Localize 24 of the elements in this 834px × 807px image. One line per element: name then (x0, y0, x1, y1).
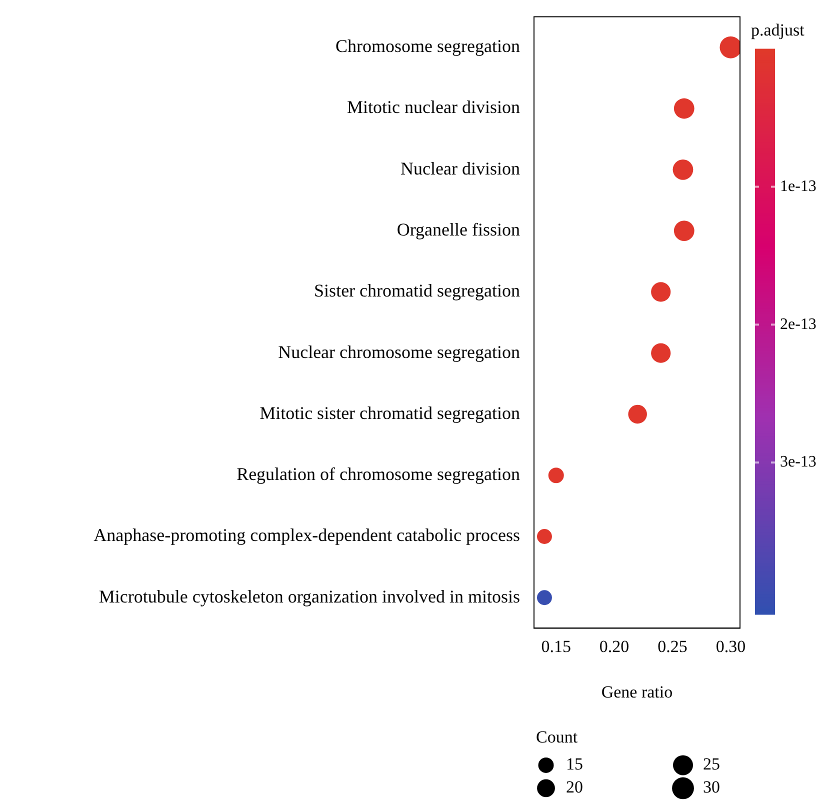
y-tick-label: Mitotic sister chromatid segregation (260, 402, 520, 423)
y-tick-label: Organelle fission (396, 220, 520, 240)
color-bar-title: p.adjust (751, 20, 805, 40)
x-axis-title: Gene ratio (601, 682, 673, 702)
y-tick-label: Regulation of chromosome segregation (236, 464, 520, 484)
y-tick-label: Nuclear division (400, 158, 520, 178)
y-tick-label: Chromosome segregation (336, 36, 520, 56)
y-tick-label: Nuclear chromosome segregation (278, 342, 520, 362)
legend-label: 15 (566, 754, 583, 774)
x-tick-label: 0.25 (658, 636, 688, 656)
x-tick-label: 0.15 (541, 636, 571, 656)
legend-label: 30 (703, 778, 720, 797)
color-bar-label: 2e-13 (780, 316, 816, 333)
legend-title: Count (536, 728, 578, 747)
x-tick-label: 0.30 (716, 636, 746, 656)
legend-label: 20 (566, 778, 583, 797)
legend-label: 25 (703, 754, 720, 774)
y-tick-label: Mitotic nuclear division (347, 97, 520, 118)
x-tick-label: 0.20 (599, 636, 630, 656)
y-tick-label: Sister chromatid segregation (314, 280, 520, 301)
color-bar-label: 3e-13 (780, 454, 816, 471)
y-tick-label: Microtubule cytoskeleton organization involved in mitosis (98, 586, 520, 606)
y-tick-label: Anaphase-promoting complex-dependent catabolic process (94, 525, 520, 546)
color-bar-label: 1e-13 (780, 178, 816, 195)
